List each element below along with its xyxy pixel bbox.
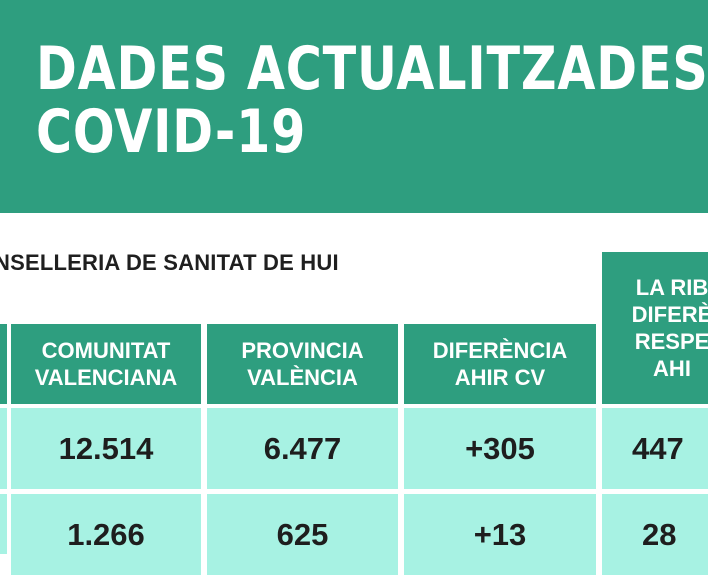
title-banner: DADES ACTUALITZADES COVID-19 — [0, 0, 708, 213]
page-title-line-2: COVID-19 — [36, 97, 307, 167]
cell-value: 28 — [642, 516, 677, 552]
table-cell-diferencia-row1: +305 — [404, 408, 596, 489]
table-header-cut-left — [0, 324, 7, 404]
table-cell-ribera-row2: 28 — [602, 494, 708, 575]
table-header-la-ribera: LA RIB DIFERÈ RESPE AHI — [602, 252, 708, 404]
table-cell-provincia-row1: 6.477 — [207, 408, 398, 489]
table-cell-cv-row1: 12.514 — [11, 408, 201, 489]
cell-value: 625 — [276, 516, 329, 552]
page-title-line-1: DADES ACTUALITZADES — [36, 34, 708, 104]
cell-value: 447 — [632, 430, 684, 466]
table-cell-ribera-row1: 447 — [602, 408, 708, 489]
cell-value: 12.514 — [58, 430, 154, 466]
cell-value: 6.477 — [263, 430, 342, 466]
table-header-diferencia-ahir-cv: DIFERÈNCIA AHIR CV — [404, 324, 596, 404]
source-subtitle: NSELLERIA DE SANITAT DE HUI — [0, 250, 339, 275]
cell-value: +305 — [465, 430, 535, 466]
table-cell-provincia-row2: 625 — [207, 494, 398, 575]
table-cell-cut-left-row2 — [0, 494, 7, 554]
header-label: COMUNITAT VALENCIANA — [34, 338, 178, 390]
cell-value: 1.266 — [67, 516, 145, 552]
cell-value: +13 — [473, 516, 527, 552]
table-cell-cv-row2: 1.266 — [11, 494, 201, 575]
table-header-provincia-valencia: PROVINCIA VALÈNCIA — [207, 324, 398, 404]
header-label: DIFERÈNCIA AHIR CV — [432, 338, 568, 390]
table-cell-cut-left-row1 — [0, 408, 7, 489]
table-cell-diferencia-row2: +13 — [404, 494, 596, 575]
header-label: PROVINCIA VALÈNCIA — [241, 338, 364, 390]
page-title: DADES ACTUALITZADES COVID-19 — [36, 38, 708, 164]
header-label: LA RIB DIFERÈ RESPE AHI — [631, 275, 708, 381]
table-header-comunitat-valenciana: COMUNITAT VALENCIANA — [11, 324, 201, 404]
